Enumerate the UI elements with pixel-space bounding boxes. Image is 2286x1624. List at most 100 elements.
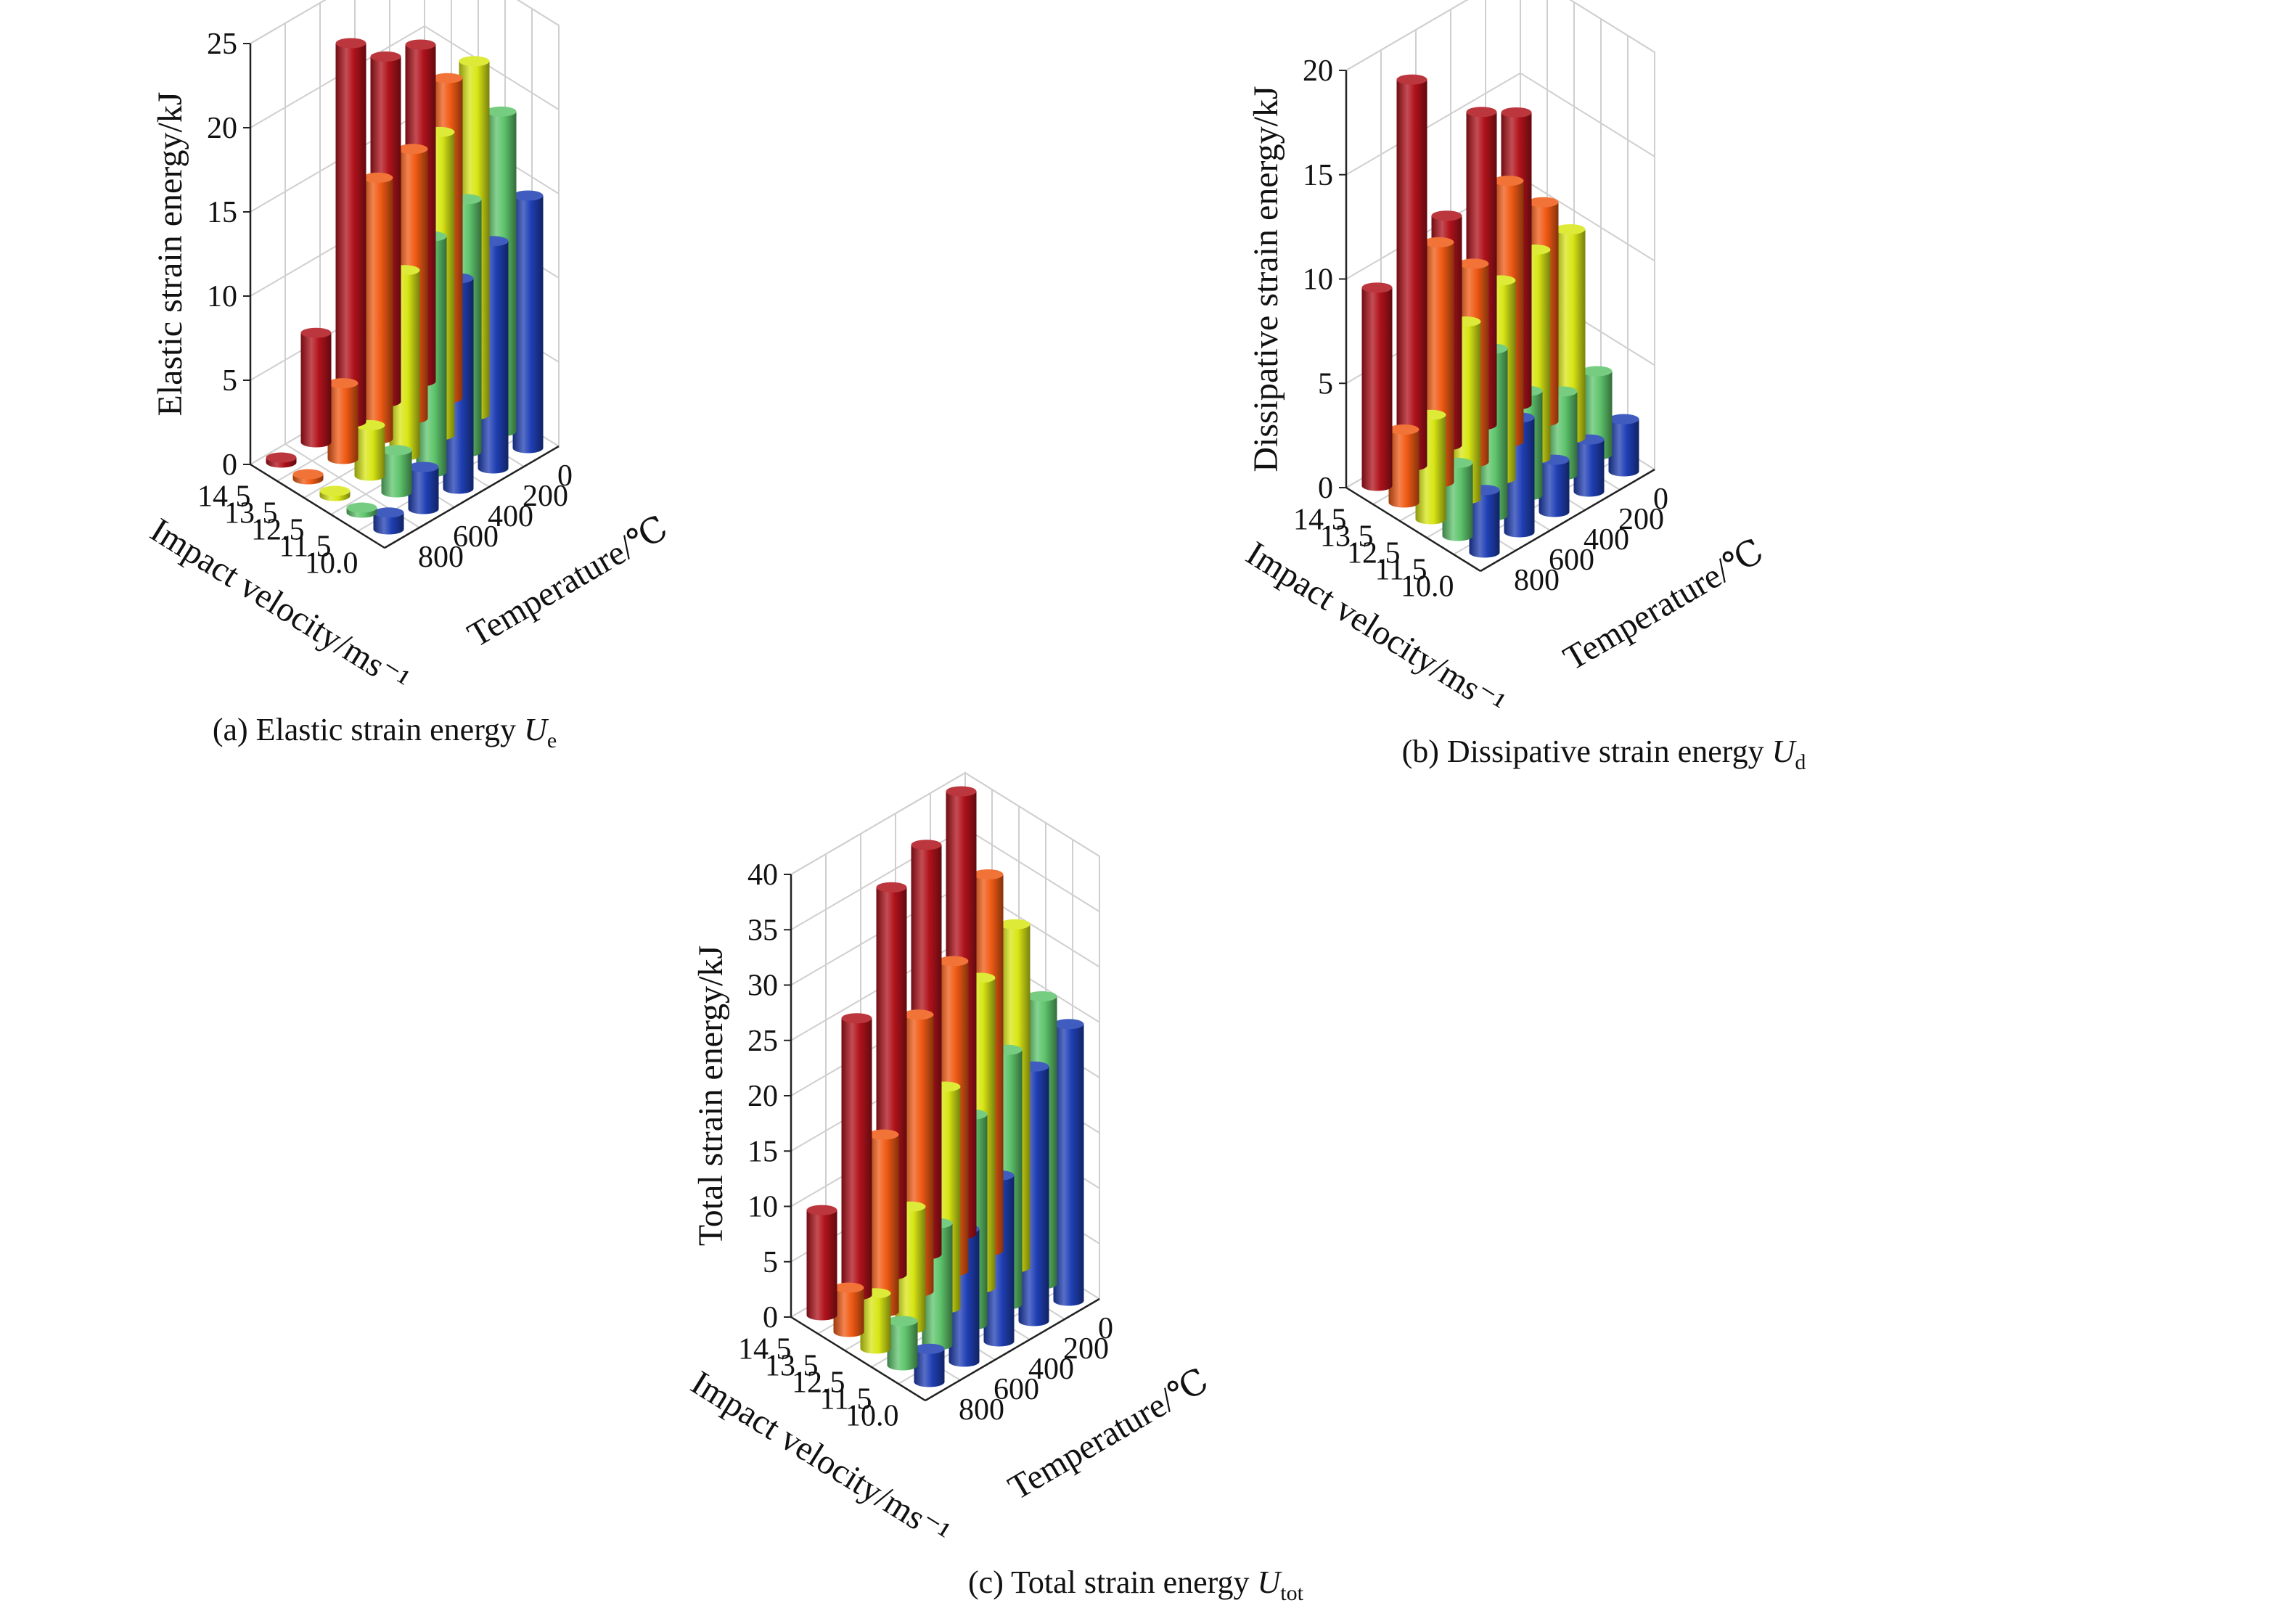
temperature-tick-label: 800 bbox=[959, 1393, 1004, 1427]
bar-top bbox=[362, 172, 393, 183]
velocity-tick-label: 12.5 bbox=[1347, 537, 1401, 570]
bar-top bbox=[405, 39, 436, 50]
z-tick-label: 5 bbox=[222, 364, 237, 398]
bar-v11_5-t600 bbox=[381, 445, 412, 498]
temperature-tick-label: 600 bbox=[1549, 544, 1594, 577]
bar-v13_5-t600 bbox=[327, 378, 359, 464]
bar-body bbox=[868, 1134, 899, 1317]
bar-top bbox=[300, 327, 332, 338]
bar-top bbox=[432, 73, 463, 83]
bar-top bbox=[1431, 210, 1462, 221]
velocity-tick-label: 11.5 bbox=[279, 530, 332, 564]
z-tick-label: 30 bbox=[747, 969, 778, 1003]
velocity-tick-label: 10.0 bbox=[305, 547, 359, 581]
z-tick-label: 25 bbox=[207, 28, 237, 61]
bar-body bbox=[860, 1293, 891, 1354]
bar-v10_0-t200 bbox=[1573, 434, 1605, 497]
temperature-tick-label: 400 bbox=[1584, 523, 1629, 557]
z-tick-label: 25 bbox=[747, 1025, 778, 1058]
bar-body bbox=[1573, 439, 1605, 497]
velocity-tick-label: 14.5 bbox=[1293, 504, 1347, 537]
bar-v14_5-t600 bbox=[300, 327, 332, 448]
bar-top bbox=[914, 1343, 945, 1354]
bar-v13_5-t600 bbox=[868, 1129, 899, 1317]
z-tick-label: 15 bbox=[1303, 159, 1333, 192]
temperature-axis-line bbox=[925, 1297, 1100, 1402]
bar-top bbox=[346, 502, 377, 513]
caption-symbol: U bbox=[524, 712, 549, 747]
bar-body bbox=[300, 332, 332, 448]
bar-top bbox=[1053, 1019, 1084, 1030]
velocity-axis-line bbox=[250, 463, 385, 549]
bar-top bbox=[1458, 258, 1489, 269]
bar-top bbox=[319, 485, 351, 496]
z-tick-label: 20 bbox=[1303, 54, 1333, 88]
caption-text: (c) Total strain energy bbox=[968, 1564, 1258, 1600]
bar-top bbox=[876, 882, 907, 893]
grid-line bbox=[250, 0, 560, 44]
caption-subscript: d bbox=[1795, 750, 1806, 774]
bar-top bbox=[1528, 197, 1559, 208]
bar-body bbox=[335, 43, 366, 427]
z-tick-label: 5 bbox=[1318, 367, 1333, 401]
bar-v14_5-t400 bbox=[335, 38, 366, 427]
temperature-tick-label: 0 bbox=[1098, 1312, 1113, 1345]
bar-v14_5-t600 bbox=[1396, 74, 1427, 471]
temperature-tick-label: 600 bbox=[453, 520, 499, 554]
bar-top bbox=[370, 51, 401, 62]
velocity-tick-label: 12.5 bbox=[251, 514, 305, 547]
z-tick-label: 10 bbox=[747, 1191, 778, 1224]
velocity-axis-line bbox=[790, 1316, 926, 1402]
bar-top bbox=[1493, 176, 1524, 186]
bar-top bbox=[1554, 224, 1586, 234]
z-tick-label: 15 bbox=[747, 1135, 778, 1168]
bar-body bbox=[806, 1210, 837, 1321]
bar-v11_5-t800 bbox=[346, 502, 377, 518]
panel-caption: (b) Dissipative strain energy Ud bbox=[1402, 734, 1806, 774]
bar-body bbox=[1539, 459, 1570, 517]
z-axis-label: Elastic strain energy/kJ bbox=[151, 92, 189, 417]
bar-body bbox=[1361, 287, 1393, 491]
bar-body bbox=[354, 425, 385, 481]
bar-top bbox=[397, 144, 428, 155]
temperature-tick-label: 200 bbox=[1618, 503, 1664, 536]
temperature-tick-label: 0 bbox=[557, 459, 573, 493]
bars bbox=[1361, 74, 1639, 558]
bar-top bbox=[381, 445, 412, 456]
bar-top bbox=[887, 1316, 918, 1326]
bar-top bbox=[408, 462, 439, 472]
bar-top bbox=[1388, 424, 1419, 435]
bar-top bbox=[833, 1282, 864, 1293]
bar-body bbox=[373, 512, 404, 535]
temperature-axis-line bbox=[384, 445, 560, 549]
temperature-tick-label: 800 bbox=[1514, 564, 1560, 597]
bar-top bbox=[938, 956, 969, 967]
bar-body bbox=[1053, 1024, 1084, 1306]
bar-body bbox=[833, 1287, 864, 1337]
bars bbox=[266, 38, 544, 535]
temperature-tick-label: 400 bbox=[488, 500, 533, 533]
bar-v12_5-t800 bbox=[319, 485, 351, 501]
z-axis-label: Total strain energy/kJ bbox=[692, 946, 730, 1246]
grid-line bbox=[250, 25, 560, 128]
bar-top bbox=[1501, 107, 1532, 118]
bar-top bbox=[292, 469, 324, 480]
velocity-tick-label: 10.0 bbox=[845, 1400, 899, 1433]
bar-v14_5-t600 bbox=[841, 1013, 872, 1300]
grid-line bbox=[790, 827, 1100, 931]
velocity-axis-line bbox=[1345, 486, 1481, 573]
temperature-tick-label: 800 bbox=[418, 541, 464, 574]
z-tick-label: 0 bbox=[763, 1301, 778, 1334]
velocity-tick-label: 10.0 bbox=[1401, 570, 1454, 604]
bar-top bbox=[512, 190, 544, 201]
bar-top bbox=[911, 840, 942, 850]
bar-top bbox=[373, 507, 404, 518]
caption-text: (a) Elastic strain energy bbox=[213, 712, 524, 747]
bars bbox=[806, 786, 1084, 1387]
z-tick-label: 20 bbox=[747, 1080, 778, 1113]
z-tick-label: 40 bbox=[747, 858, 778, 892]
bar-top bbox=[868, 1129, 899, 1140]
bar-top bbox=[335, 38, 366, 49]
